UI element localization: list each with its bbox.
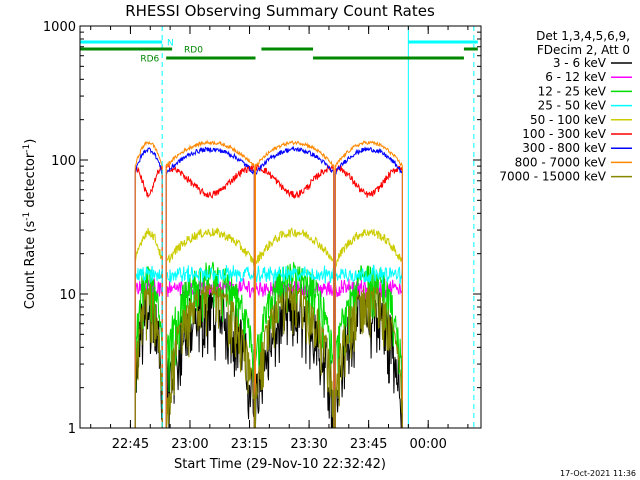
plot-series-group: [80, 26, 478, 428]
legend-label: 50 - 100 keV: [530, 113, 607, 127]
flag-label: RD6: [140, 55, 159, 65]
footer-date: 17-Oct-2021 11:36: [560, 469, 636, 478]
legend-label: 6 - 12 keV: [545, 70, 607, 84]
series-line-3-6-kev: [134, 283, 403, 428]
y-tick-label: 1000: [43, 20, 76, 35]
plot-area: N RD0 RD6 1 10 100 1000 22:45 23:00 23:15 23:30 23:…: [43, 20, 482, 452]
x-tick-label: 23:15: [231, 437, 268, 452]
chart-title: RHESSI Observing Summary Count Rates: [125, 2, 435, 20]
y-axis-label: Count Rate (s-1 detector-1): [22, 139, 38, 310]
series-line-50-100-kev: [134, 227, 403, 428]
series-line-300-800-kev: [134, 145, 403, 428]
x-tick-label: 00:00: [409, 437, 446, 452]
x-tick-label: 23:45: [350, 437, 387, 452]
legend-label: 300 - 800 keV: [522, 141, 606, 155]
flag-label: N: [167, 39, 174, 49]
series-line-800-7000-kev: [134, 139, 403, 428]
series-line-100-300-kev: [134, 162, 403, 428]
legend: Det 1,3,4,5,6,9,FDecim 2, Att 03 - 6 keV…: [499, 29, 632, 184]
legend-label: 800 - 7000 keV: [515, 155, 607, 169]
plot-frame: [79, 25, 482, 429]
y-tick-label: 10: [59, 288, 76, 303]
legend-label: 100 - 300 keV: [522, 127, 606, 141]
series-line-25-50-kev: [134, 264, 403, 428]
y-tick-label: 1: [68, 422, 76, 437]
legend-header: Det 1,3,4,5,6,9,: [536, 29, 630, 43]
series-line-7000-15000-kev: [134, 283, 403, 428]
x-axis-label: Start Time (29-Nov-10 22:32:42): [174, 457, 386, 472]
x-tick-label: 23:30: [290, 437, 327, 452]
legend-header: FDecim 2, Att 0: [537, 43, 630, 57]
y-tick-label: 100: [51, 154, 76, 169]
flag-label: RD0: [184, 46, 203, 56]
legend-label: 7000 - 15000 keV: [499, 170, 606, 184]
legend-label: 25 - 50 keV: [538, 99, 607, 113]
x-tick-label: 22:45: [112, 437, 149, 452]
legend-label: 3 - 6 keV: [553, 56, 607, 70]
legend-label: 12 - 25 keV: [538, 84, 607, 98]
x-tick-label: 23:00: [171, 437, 208, 452]
